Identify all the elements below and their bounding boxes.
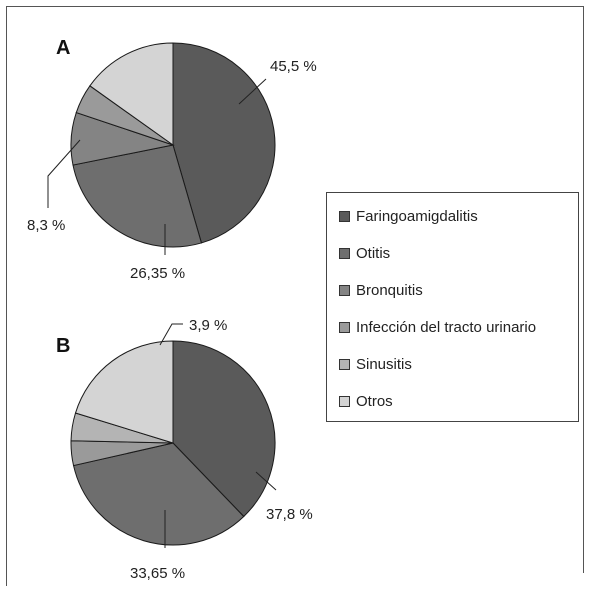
label-b-infeccion: 3,9 % — [189, 317, 227, 334]
legend-label: Bronquitis — [356, 282, 423, 299]
legend-item-bronquitis: Bronquitis — [339, 282, 423, 299]
pie-a — [70, 42, 276, 248]
legend-item-otros: Otros — [339, 393, 393, 410]
legend-item-sinusitis: Sinusitis — [339, 356, 412, 373]
legend-swatch — [339, 396, 350, 407]
legend-item-otitis: Otitis — [339, 245, 390, 262]
legend-swatch — [339, 322, 350, 333]
label-b-otitis: 33,65 % — [130, 565, 185, 582]
legend-item-faringoamigdalitis: Faringoamigdalitis — [339, 208, 478, 225]
leader-line-b-1 — [255, 471, 277, 491]
legend-swatch — [339, 248, 350, 259]
leader-line-a-3 — [47, 139, 81, 208]
pie-slice-a-5 — [89, 42, 174, 146]
pie-b — [70, 340, 276, 546]
leader-line-b-3 — [159, 323, 183, 346]
legend-label: Sinusitis — [356, 356, 412, 373]
figure-frame — [6, 6, 584, 573]
frame-left-line — [6, 572, 7, 586]
label-a-faringoamigdalitis: 45,5 % — [270, 58, 317, 75]
label-a-otitis: 26,35 % — [130, 265, 185, 282]
legend-swatch — [339, 359, 350, 370]
pie-slice-a-1 — [72, 144, 203, 248]
pie-slice-b-1 — [72, 442, 245, 546]
panel-label-a: A — [56, 37, 70, 59]
panel-label-b: B — [56, 335, 70, 357]
pie-slice-a-0 — [172, 42, 276, 244]
legend-label: Otros — [356, 393, 393, 410]
legend-label: Infección del tracto urinario — [356, 319, 537, 336]
legend-label: Faringoamigdalitis — [356, 208, 478, 225]
legend-item-infeccion: Infección del tracto urinario — [339, 319, 536, 336]
leader-line-a-1 — [238, 78, 267, 105]
legend-swatch — [339, 285, 350, 296]
pie-slice-b-0 — [172, 340, 276, 518]
legend: Faringoamigdalitis Otitis Bronquitis Inf… — [326, 192, 579, 422]
legend-label: Otitis — [356, 245, 391, 262]
label-a-bronquitis: 8,3 % — [27, 217, 65, 234]
label-b-faringoamigdalitis: 37,8 % — [266, 506, 313, 523]
legend-swatch — [339, 211, 350, 222]
